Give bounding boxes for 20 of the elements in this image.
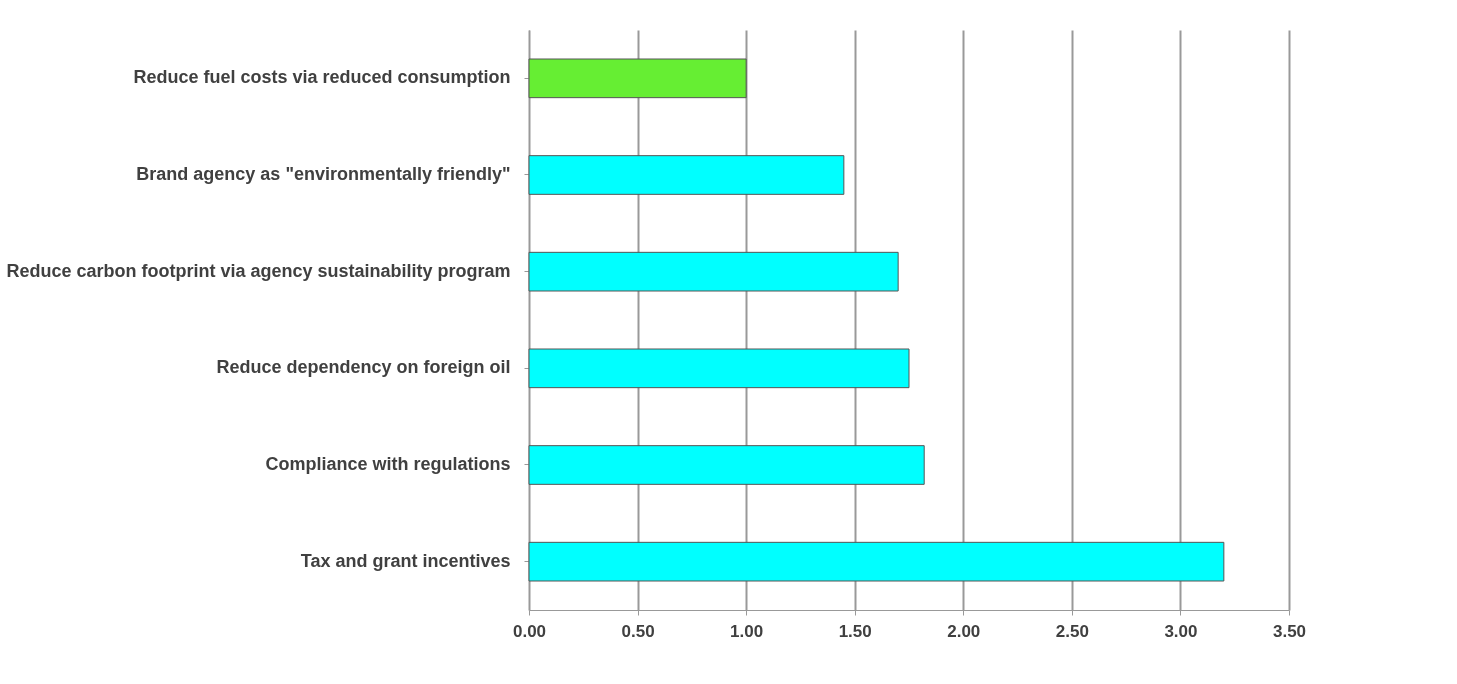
x-tick-label: 2.50 — [1055, 621, 1089, 641]
y-tick-label: Brand agency as "environmentally friendly" — [136, 164, 511, 184]
y-tick-label: Reduce fuel costs via reduced consumption — [133, 67, 511, 88]
bar — [528, 541, 1225, 582]
y-tick-label: Reduce carbon footprint via agency sustainability program — [6, 260, 511, 281]
y-tick-label: Reduce dependency on foreign oil — [216, 357, 511, 378]
x-tick-label: 0.00 — [512, 621, 547, 641]
y-tick-label: Compliance with regulations — [265, 454, 511, 474]
x-tick-label: 3.00 — [1164, 621, 1198, 641]
x-tick-label: 3.50 — [1272, 621, 1307, 641]
y-tick-label: Tax and grant incentives — [300, 550, 511, 571]
x-tick-label: 1.00 — [730, 621, 764, 641]
bar — [528, 348, 910, 389]
x-tick-label: 0.50 — [621, 621, 655, 641]
bar — [528, 155, 845, 195]
bar — [528, 58, 747, 99]
x-tick-label: 2.00 — [947, 621, 981, 641]
bar — [528, 445, 925, 485]
bar — [528, 251, 899, 292]
x-tick-label: 1.50 — [838, 621, 872, 641]
